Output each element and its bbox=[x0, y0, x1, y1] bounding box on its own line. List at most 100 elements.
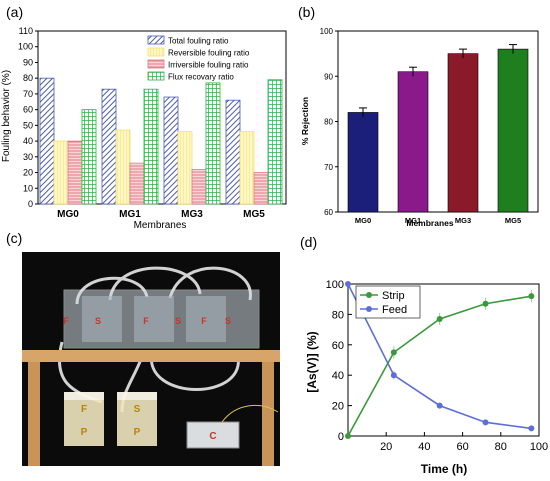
chart-a-fouling-behavior: 0 10 20 30 40 50 60 70 80 90 100 110 MG0 MG1 MG3 MG5 T… bbox=[1, 26, 287, 230]
chart-d-ytick-label: 20 bbox=[332, 401, 344, 413]
chart-a-ytick-label: 80 bbox=[23, 73, 33, 83]
chart-a-ytick-label: 70 bbox=[23, 89, 33, 99]
panel-label-b: (b) bbox=[298, 4, 316, 20]
beaker-left-top-label: F bbox=[81, 404, 87, 415]
chart-a-bar bbox=[143, 88, 159, 205]
chart-a-ytick-label: 40 bbox=[23, 136, 33, 146]
chart-d-legend-marker bbox=[366, 292, 372, 298]
chart-d-legend-marker bbox=[366, 306, 372, 312]
chart-a-bar bbox=[67, 140, 83, 205]
chart-a-ytick-label: 0 bbox=[28, 199, 33, 209]
chart-d-ylabel: [As(V)] (%) bbox=[305, 331, 319, 392]
membrane-setup-illustration: F S F S F S F P S P C bbox=[22, 266, 280, 466]
chart-b-xlabel: Membranes bbox=[406, 218, 454, 228]
chart-d-xtick-label: 20 bbox=[380, 441, 392, 453]
chart-a-bar bbox=[225, 99, 241, 205]
chart-a-bar bbox=[205, 82, 221, 205]
chart-a-ylabel: Fouling behavior (%) bbox=[1, 70, 12, 162]
chart-a-bar bbox=[191, 168, 207, 205]
cell-label: F bbox=[143, 316, 149, 326]
cell-label: F bbox=[63, 316, 69, 326]
beaker-right bbox=[117, 392, 157, 446]
chart-d-point bbox=[436, 315, 443, 322]
chart-d-plot-frame bbox=[347, 283, 540, 437]
chart-b-xtick-label: MG0 bbox=[355, 216, 371, 225]
cell-label: S bbox=[175, 316, 181, 326]
chart-a-ytick-label: 60 bbox=[23, 105, 33, 115]
chart-d-legend-label: Feed bbox=[382, 304, 407, 316]
cell-label: F bbox=[201, 316, 207, 326]
chart-a-ytick-label: 10 bbox=[23, 183, 33, 193]
chart-d-ytick-label: 80 bbox=[332, 309, 344, 321]
chart-a-bar bbox=[163, 96, 179, 205]
chart-a-bar bbox=[239, 131, 255, 205]
chart-d-arsenic: 0 20 40 60 80 100 20 40 60 80 100 Strip Feed Time (… bbox=[305, 279, 548, 476]
chart-a-ytick-label: 100 bbox=[18, 42, 33, 52]
chart-d-ytick-label: 0 bbox=[338, 431, 344, 443]
chart-a-xlabel: Membranes bbox=[134, 220, 187, 230]
chart-b-ytick-label: 70 bbox=[324, 163, 333, 172]
chart-b-bar bbox=[397, 71, 429, 213]
chart-a-xtick-label: MG3 bbox=[181, 209, 203, 220]
chart-a-legend-swatch bbox=[147, 59, 165, 69]
chart-d-point bbox=[528, 293, 535, 300]
chart-d-point bbox=[482, 419, 489, 426]
cell-label: S bbox=[225, 316, 231, 326]
controller-box-label: C bbox=[209, 431, 216, 442]
chart-a-legend-swatch bbox=[147, 35, 165, 45]
chart-a-legend-swatch bbox=[147, 71, 165, 81]
beaker-left bbox=[64, 392, 104, 446]
chart-b-xtick-label: MG5 bbox=[505, 216, 521, 225]
chart-a-bar bbox=[129, 162, 145, 205]
chart-a-bar bbox=[115, 129, 131, 205]
beaker-right-bottom-label: P bbox=[134, 427, 141, 438]
chart-b-ytick-label: 80 bbox=[324, 118, 333, 127]
wooden-stand bbox=[22, 350, 280, 466]
chart-a-bar bbox=[39, 77, 55, 205]
chart-a-ytick-label: 90 bbox=[23, 57, 33, 67]
chart-d-xtick-label: 60 bbox=[456, 441, 468, 453]
chart-b-rejection: 60 70 80 90 100 MG0 MG1 MG3 MG5 Membranes % Rej… bbox=[300, 27, 539, 228]
chart-d-xlabel: Time (h) bbox=[421, 462, 467, 476]
chart-d-xtick-label: 40 bbox=[418, 441, 430, 453]
cell-label: S bbox=[95, 316, 101, 326]
acrylic-cells bbox=[63, 289, 260, 349]
chart-b-ylabel: % Rejection bbox=[300, 97, 310, 145]
chart-a-legend-label: Flux recovary ratio bbox=[168, 73, 234, 82]
chart-d-ytick-label: 60 bbox=[332, 340, 344, 352]
chart-a-bar bbox=[253, 172, 269, 205]
chart-d-ytick-label: 100 bbox=[326, 279, 344, 291]
chart-b-xtick-label: MG1 bbox=[405, 216, 421, 225]
chart-d-xtick-label: 80 bbox=[495, 441, 507, 453]
chart-a-xtick-label: MG5 bbox=[243, 209, 265, 220]
chart-a-bar bbox=[101, 88, 117, 205]
chart-d-legend-label: Strip bbox=[382, 290, 405, 302]
chart-a-bar bbox=[53, 140, 69, 205]
chart-d-point bbox=[390, 349, 397, 356]
panel-label-a: (a) bbox=[6, 4, 24, 20]
chart-a-legend-label: Total fouling ratio bbox=[168, 37, 229, 46]
chart-b-xtick-label: MG3 bbox=[455, 216, 471, 225]
panel-label-c: (c) bbox=[6, 230, 23, 246]
chart-d-xtick-label: 100 bbox=[530, 441, 548, 453]
chart-b-ytick-label: 90 bbox=[324, 72, 333, 81]
chart-a-bar bbox=[81, 109, 97, 205]
chart-a-xtick-label: MG0 bbox=[57, 209, 79, 220]
chart-b-ytick-label: 100 bbox=[320, 27, 334, 36]
chart-a-bar bbox=[177, 131, 193, 205]
chart-a-ytick-label: 50 bbox=[23, 120, 33, 130]
beaker-left-bottom-label: P bbox=[81, 427, 88, 438]
chart-a-ytick-label: 30 bbox=[23, 152, 33, 162]
chart-a-ytick-label: 20 bbox=[23, 168, 33, 178]
chart-a-bar bbox=[267, 79, 283, 205]
chart-b-bar bbox=[497, 48, 529, 213]
chart-a-xtick-label: MG1 bbox=[119, 209, 141, 220]
chart-d-legend-box bbox=[355, 285, 421, 319]
chart-d-point bbox=[482, 300, 489, 307]
chart-b-bar bbox=[447, 53, 479, 213]
chart-a-legend-label: Reversible fouling ratio bbox=[168, 49, 250, 58]
chart-d-point bbox=[390, 372, 397, 379]
chart-a-legend-label: Irriversible fouling ratio bbox=[168, 61, 249, 70]
chart-a-plot-frame bbox=[37, 30, 287, 205]
chart-b-bar bbox=[347, 112, 379, 213]
